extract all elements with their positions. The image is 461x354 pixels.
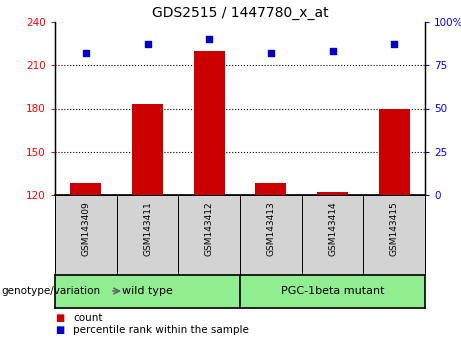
Text: GSM143414: GSM143414	[328, 201, 337, 256]
Bar	[379, 108, 409, 195]
Point	[329, 48, 336, 54]
Text: GSM143411: GSM143411	[143, 201, 152, 256]
Text: wild type: wild type	[122, 286, 173, 297]
Point	[390, 42, 398, 47]
Text: PGC-1beta mutant: PGC-1beta mutant	[281, 286, 384, 297]
Text: GSM143415: GSM143415	[390, 201, 399, 256]
Text: count: count	[73, 313, 103, 323]
Text: GSM143409: GSM143409	[81, 201, 90, 256]
Point	[144, 42, 151, 47]
Point	[206, 36, 213, 42]
Text: GSM143412: GSM143412	[205, 201, 213, 256]
Bar	[255, 183, 286, 195]
Text: genotype/variation: genotype/variation	[2, 286, 101, 296]
Bar	[71, 183, 101, 195]
Bar	[194, 51, 225, 195]
Point	[267, 50, 274, 56]
Text: ■: ■	[55, 313, 64, 323]
Text: ■: ■	[55, 325, 64, 335]
Text: percentile rank within the sample: percentile rank within the sample	[73, 325, 249, 335]
Bar	[317, 192, 348, 195]
Text: GSM143413: GSM143413	[266, 201, 275, 256]
Point	[82, 50, 89, 56]
Title: GDS2515 / 1447780_x_at: GDS2515 / 1447780_x_at	[152, 6, 328, 19]
Bar	[132, 104, 163, 195]
